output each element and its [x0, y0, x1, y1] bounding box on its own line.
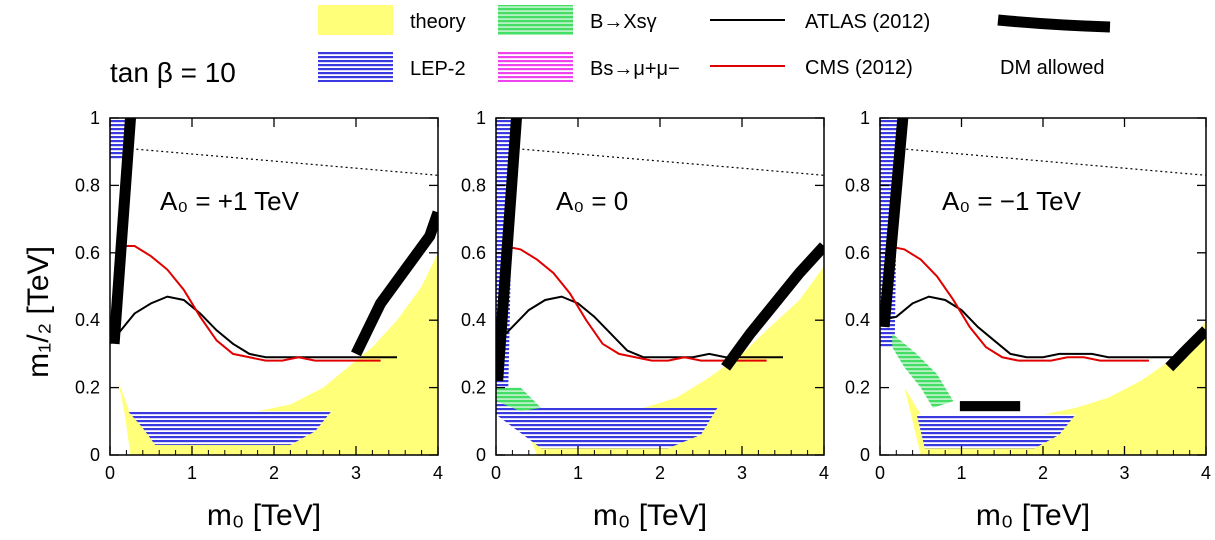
- legend-swatch-bsg: [498, 5, 573, 35]
- x-tick-label: 4: [819, 463, 829, 483]
- lep2-region-bottom: [916, 414, 1076, 449]
- legend-swatch-theory: [318, 5, 393, 35]
- tan-beta-label: tan β = 10: [110, 57, 236, 88]
- legend-line-dm: [997, 14, 1111, 33]
- y-tick-label: 0.2: [845, 378, 870, 398]
- y-tick-label: 0: [476, 445, 486, 465]
- y-tick-label: 1: [476, 108, 486, 128]
- legend-label-dm: DM allowed: [1000, 57, 1104, 79]
- dotted-contour: [512, 147, 824, 176]
- y-tick-label: 1: [90, 108, 100, 128]
- cms-line: [887, 245, 1149, 362]
- y-tick-label: 0: [90, 445, 100, 465]
- x-tick-label: 3: [737, 463, 747, 483]
- lep2-region-bottom: [496, 387, 718, 449]
- lep2-region-bottom: [128, 411, 332, 445]
- y-tick-label: 0.6: [75, 243, 100, 263]
- panel-2: 0 1 2 3 4 0 0.2 0.4 0.6 0.8 1 A₀ = 0 m₀ [TeV]: [461, 108, 829, 532]
- dm-allowed-strip-2: [351, 210, 438, 357]
- legend-label-atlas: ATLAS (2012): [805, 11, 930, 33]
- x-tick-label: 0: [105, 463, 115, 483]
- dm-allowed-block-1: [959, 401, 1021, 412]
- cms-line: [118, 245, 381, 362]
- legend-swatch-bsmumu: [498, 52, 573, 82]
- y-tick-label: 0: [860, 445, 870, 465]
- dm-allowed-strip-2: [1165, 326, 1206, 372]
- x-tick-label: 4: [1201, 463, 1211, 483]
- panel-label: A₀ = 0: [556, 186, 628, 216]
- dotted-contour: [896, 147, 1206, 176]
- x-tick-label: 1: [187, 463, 197, 483]
- legend: theory LEP-2 B→Xsγ Bs→μ+μ− ATLAS (2012) …: [318, 5, 1111, 82]
- y-tick-label: 0.8: [845, 175, 870, 195]
- plot-area: [496, 118, 824, 455]
- y-tick-label: 0.6: [845, 243, 870, 263]
- x-tick-label: 1: [956, 463, 966, 483]
- y-tick-label: 0.2: [75, 378, 100, 398]
- theory-region: [496, 266, 824, 455]
- dm-allowed-strip-2: [721, 242, 824, 371]
- panel-3: 0 1 2 3 4 0 0.2 0.4 0.6 0.8 1 A₀ = −1 TeV m₀ [TeV]: [845, 108, 1211, 532]
- panel-1: 0 1 2 3 4 0 0.2 0.4 0.6 0.8 1 A₀ = +1 TeV m₀ [TeV]: [75, 108, 443, 532]
- dm-allowed-strip-1: [496, 118, 522, 382]
- legend-label-bsmumu: Bs→μ+μ−: [590, 58, 680, 80]
- dotted-contour: [126, 147, 438, 176]
- dm-allowed-strip-1: [110, 118, 136, 345]
- y-tick-label: 0.6: [461, 243, 486, 263]
- atlas-line: [110, 295, 397, 359]
- y-tick-label: 0.4: [75, 310, 100, 330]
- plot-area: [880, 118, 1206, 455]
- x-tick-label: 0: [491, 463, 501, 483]
- legend-label-bsg: B→Xsγ: [590, 11, 657, 33]
- x-tick-label: 0: [875, 463, 885, 483]
- legend-swatch-lep2: [318, 52, 393, 82]
- y-tick-label: 0.8: [75, 175, 100, 195]
- legend-label-cms: CMS (2012): [805, 57, 913, 79]
- y-tick-label: 1: [860, 108, 870, 128]
- cms-line: [503, 245, 767, 362]
- x-tick-label: 4: [433, 463, 443, 483]
- x-tick-label: 1: [573, 463, 583, 483]
- x-axis-label: m₀ [TeV]: [976, 499, 1090, 532]
- legend-label-theory: theory: [410, 11, 466, 33]
- bsg-region: [496, 387, 542, 412]
- legend-label-lep2: LEP-2: [410, 58, 466, 80]
- atlas-line: [880, 295, 1174, 359]
- y-tick-label: 0.4: [845, 310, 870, 330]
- dm-allowed-strip-1: [880, 118, 909, 328]
- y-tick-label: 0.2: [461, 378, 486, 398]
- x-axis-label: m₀ [TeV]: [593, 499, 707, 532]
- x-tick-label: 2: [655, 463, 665, 483]
- x-tick-label: 2: [269, 463, 279, 483]
- panel-label: A₀ = −1 TeV: [942, 186, 1082, 216]
- plot-area: [110, 118, 438, 455]
- x-tick-label: 2: [1038, 463, 1048, 483]
- y-axis-label: m₁/₂ [TeV]: [22, 246, 55, 378]
- x-tick-label: 3: [351, 463, 361, 483]
- y-tick-label: 0.4: [461, 310, 486, 330]
- x-tick-label: 3: [1119, 463, 1129, 483]
- panel-label: A₀ = +1 TeV: [160, 186, 300, 216]
- y-tick-label: 0.8: [461, 175, 486, 195]
- theory-region: [110, 252, 438, 455]
- x-axis-label: m₀ [TeV]: [207, 499, 321, 532]
- bsg-region: [892, 333, 954, 408]
